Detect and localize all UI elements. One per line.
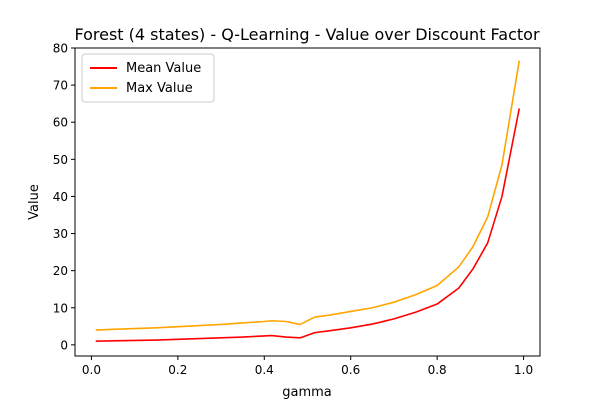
series-line-max-value bbox=[95, 60, 521, 331]
series-line-mean-value bbox=[95, 108, 521, 342]
x-tick-label: 0.4 bbox=[255, 363, 274, 377]
axes: 0.0 0.2 0.4 0.6 0.8 1.0 0 10 20 30 40 50 60 70 80 bbox=[53, 42, 541, 377]
x-tick-label: 0.6 bbox=[341, 363, 360, 377]
x-tick-label: 0.2 bbox=[168, 363, 187, 377]
x-tick-label: 1.0 bbox=[514, 363, 533, 377]
plot-area bbox=[95, 60, 521, 342]
y-tick-label: 70 bbox=[53, 79, 68, 93]
legend-frame bbox=[81, 53, 215, 103]
plot-frame bbox=[74, 47, 541, 357]
y-tick-label: 80 bbox=[53, 42, 68, 56]
y-tick-label: 20 bbox=[53, 264, 68, 278]
x-tick-label: 0.0 bbox=[82, 363, 101, 377]
x-axis-label: gamma bbox=[282, 385, 332, 400]
y-tick-label: 40 bbox=[53, 190, 68, 204]
chart-title: Forest (4 states) - Q-Learning - Value o… bbox=[74, 25, 539, 44]
legend-label-max-value: Max Value bbox=[126, 81, 193, 96]
y-tick-label: 0 bbox=[60, 338, 68, 352]
y-axis-label: Value bbox=[27, 184, 42, 220]
y-tick-label: 10 bbox=[53, 301, 68, 315]
y-tick-label: 30 bbox=[53, 227, 68, 241]
x-tick-label: 0.8 bbox=[428, 363, 447, 377]
y-tick-label: 60 bbox=[53, 116, 68, 130]
legend-label-mean-value: Mean Value bbox=[126, 61, 201, 76]
y-tick-label: 50 bbox=[53, 153, 68, 167]
legend: Mean Value Max Value bbox=[81, 53, 215, 103]
